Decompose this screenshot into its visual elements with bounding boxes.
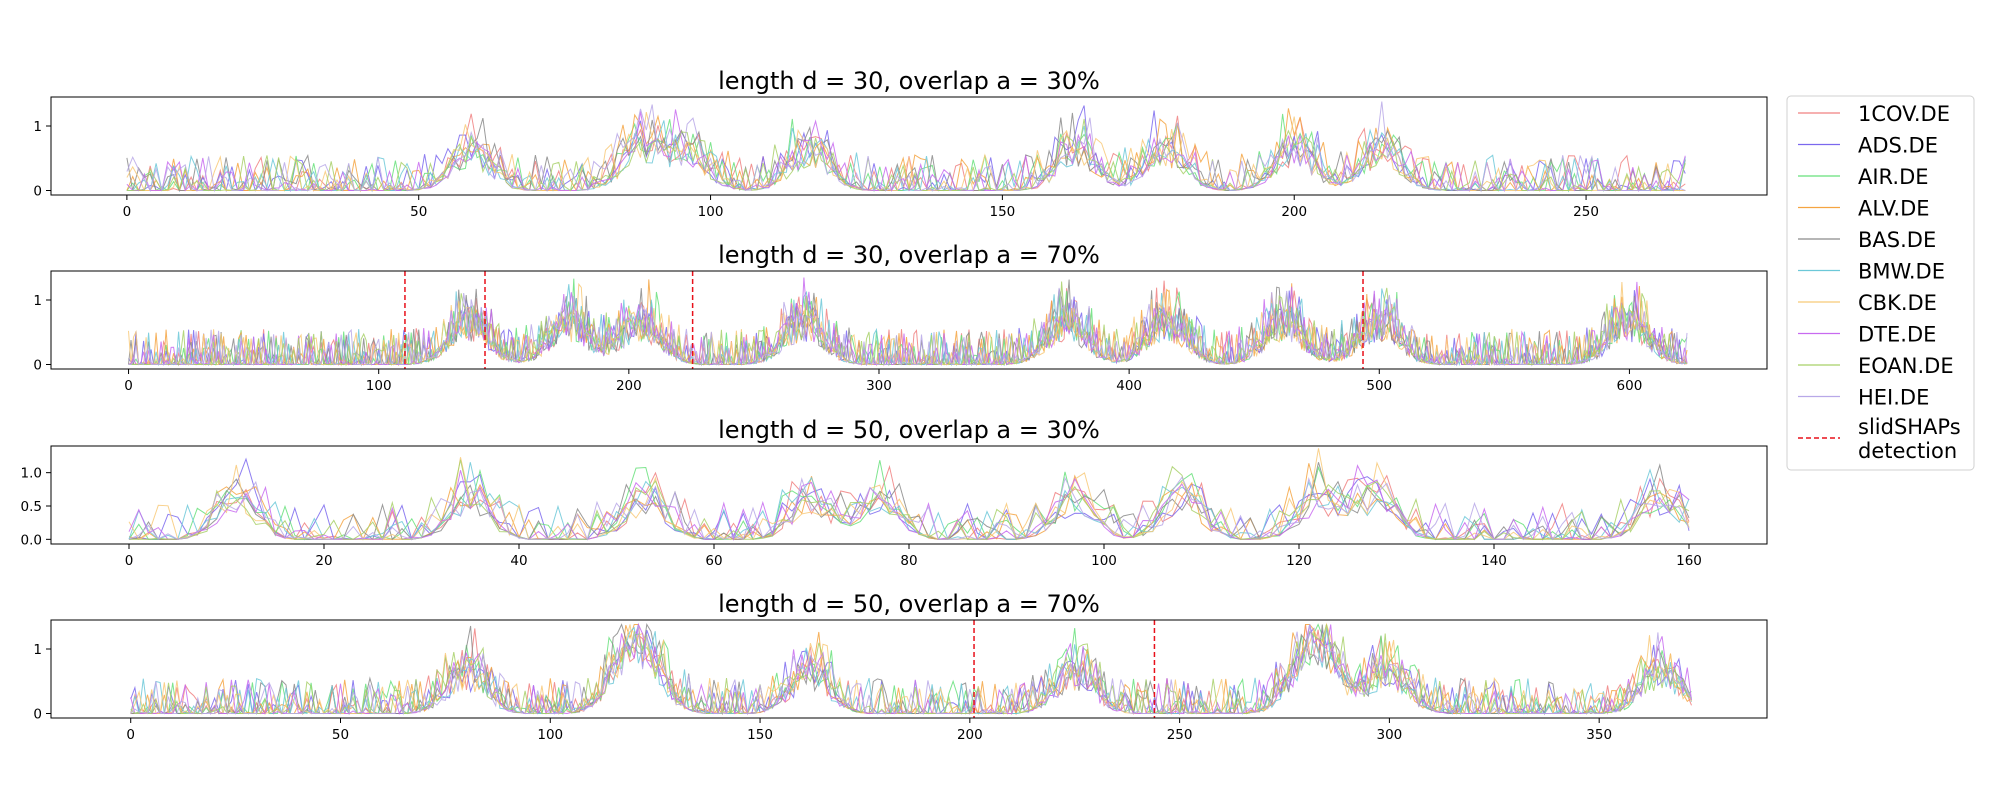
legend-label: 1COV.DE bbox=[1858, 102, 1950, 126]
x-tick-label: 500 bbox=[1366, 378, 1392, 394]
x-tick-label: 60 bbox=[705, 553, 722, 569]
y-tick-label: 1 bbox=[33, 642, 42, 658]
x-tick-label: 250 bbox=[1167, 727, 1193, 743]
x-tick-label: 600 bbox=[1617, 378, 1643, 394]
panel-title: length d = 50, overlap a = 30% bbox=[718, 416, 1100, 444]
x-tick-label: 150 bbox=[989, 204, 1015, 220]
series-line-BAS.DE bbox=[128, 462, 1690, 541]
legend: 1COV.DE ADS.DE AIR.DE ALV.DE BAS.DE BMW.DE CBK… bbox=[1786, 95, 1975, 471]
legend-item: BAS.DE bbox=[1798, 228, 1936, 252]
x-tick-label: 100 bbox=[366, 378, 392, 394]
panel-4: length d = 50, overlap a = 70% 0 50 100 150 2… bbox=[33, 590, 1768, 743]
x-tick-label: 0 bbox=[126, 727, 135, 743]
y-tick-label: 0 bbox=[33, 183, 42, 199]
series-line-HEI.DE bbox=[128, 476, 1690, 541]
x-tick-label: 80 bbox=[900, 553, 917, 569]
y-tick-label: 0.0 bbox=[21, 532, 42, 548]
x-tick-label: 160 bbox=[1676, 553, 1702, 569]
series-group bbox=[130, 622, 1692, 716]
series-line-ALV.DE bbox=[128, 463, 1690, 541]
x-tick-label: 200 bbox=[957, 727, 983, 743]
panels: length d = 30, overlap a = 30%0 50 100 150 2… bbox=[21, 67, 1768, 743]
series-line-AIR.DE bbox=[128, 460, 1690, 541]
legend-label: AIR.DE bbox=[1858, 165, 1929, 189]
panel-title: length d = 50, overlap a = 70% bbox=[718, 590, 1100, 618]
series-line-HEI.DE bbox=[128, 287, 1688, 367]
legend-label: BAS.DE bbox=[1858, 228, 1936, 252]
legend-label: CBK.DE bbox=[1858, 291, 1937, 315]
series-line-HEI.DE bbox=[130, 624, 1692, 716]
x-tick-label: 20 bbox=[315, 553, 332, 569]
plot-frame bbox=[50, 96, 1768, 196]
x-tick-label: 50 bbox=[410, 204, 427, 220]
panel-title: length d = 30, overlap a = 30% bbox=[718, 67, 1100, 95]
plot-frame bbox=[50, 619, 1768, 719]
x-tick-label: 200 bbox=[616, 378, 642, 394]
legend-item: CBK.DE bbox=[1798, 291, 1937, 315]
series-line-1COV.DE bbox=[128, 464, 1690, 541]
x-tick-label: 150 bbox=[747, 727, 773, 743]
x-tick-label: 300 bbox=[1377, 727, 1403, 743]
legend-label: BMW.DE bbox=[1858, 260, 1945, 284]
panel-2: length d = 30, overlap a = 70% 0 100 200 300… bbox=[33, 241, 1768, 394]
series-line-ADS.DE bbox=[126, 105, 1686, 193]
x-tick-label: 250 bbox=[1573, 204, 1599, 220]
x-tick-label: 0 bbox=[125, 553, 134, 569]
series-line-BMW.DE bbox=[130, 624, 1692, 716]
x-tick-label: 100 bbox=[698, 204, 724, 220]
legend-label: slidSHAPs bbox=[1858, 415, 1961, 439]
legend-item: BMW.DE bbox=[1798, 260, 1945, 284]
x-tick-label: 50 bbox=[332, 727, 349, 743]
series-line-BMW.DE bbox=[128, 462, 1690, 541]
x-tick-label: 100 bbox=[1091, 553, 1117, 569]
legend-item: 1COV.DE bbox=[1798, 102, 1950, 126]
legend-label: DTE.DE bbox=[1858, 323, 1936, 347]
legend-label: ADS.DE bbox=[1858, 134, 1938, 158]
series-group bbox=[126, 101, 1686, 193]
plot-frame bbox=[50, 270, 1768, 370]
legend-item: HEI.DE bbox=[1798, 386, 1929, 410]
x-tick-label: 100 bbox=[537, 727, 563, 743]
x-tick-label: 140 bbox=[1481, 553, 1507, 569]
y-tick-label: 1 bbox=[33, 119, 42, 135]
panel-1: length d = 30, overlap a = 30% 0 50 100 150 2… bbox=[33, 67, 1768, 220]
x-tick-label: 40 bbox=[510, 553, 527, 569]
x-tick-label: 350 bbox=[1586, 727, 1612, 743]
y-tick-label: 1 bbox=[33, 293, 42, 309]
series-line-BAS.DE bbox=[130, 623, 1692, 716]
series-line-DTE.DE bbox=[128, 464, 1690, 542]
x-tick-label: 0 bbox=[124, 378, 133, 394]
series-line-EOAN.DE bbox=[129, 459, 1690, 541]
legend-item: ADS.DE bbox=[1798, 134, 1938, 158]
y-tick-label: 0 bbox=[33, 706, 42, 722]
series-line-CBK.DE bbox=[126, 111, 1686, 193]
series-group bbox=[128, 277, 1688, 367]
x-tick-label: 120 bbox=[1286, 553, 1312, 569]
series-line-HEI.DE bbox=[126, 101, 1686, 193]
legend-item: ALV.DE bbox=[1798, 197, 1930, 221]
legend-item: DTE.DE bbox=[1798, 323, 1936, 347]
series-line-EOAN.DE bbox=[128, 281, 1688, 367]
x-tick-label: 300 bbox=[866, 378, 892, 394]
legend-label: EOAN.DE bbox=[1858, 354, 1954, 378]
y-tick-label: 1.0 bbox=[21, 466, 42, 482]
legend-item: AIR.DE bbox=[1798, 165, 1929, 189]
legend-label: HEI.DE bbox=[1858, 386, 1929, 410]
x-tick-label: 200 bbox=[1281, 204, 1307, 220]
x-tick-label: 400 bbox=[1116, 378, 1142, 394]
series-group bbox=[128, 448, 1690, 542]
panel-3: length d = 50, overlap a = 30% 0 20 40 60 80 1… bbox=[21, 416, 1768, 569]
legend-label: ALV.DE bbox=[1858, 197, 1930, 221]
legend-item: EOAN.DE bbox=[1798, 354, 1954, 378]
x-tick-label: 0 bbox=[123, 204, 132, 220]
y-tick-label: 0.5 bbox=[21, 499, 42, 515]
legend-box bbox=[1786, 95, 1975, 471]
legend-label: detection bbox=[1858, 439, 1957, 463]
y-tick-label: 0 bbox=[33, 357, 42, 373]
panel-title: length d = 30, overlap a = 70% bbox=[718, 241, 1100, 269]
series-line-ADS.DE bbox=[128, 457, 1690, 541]
